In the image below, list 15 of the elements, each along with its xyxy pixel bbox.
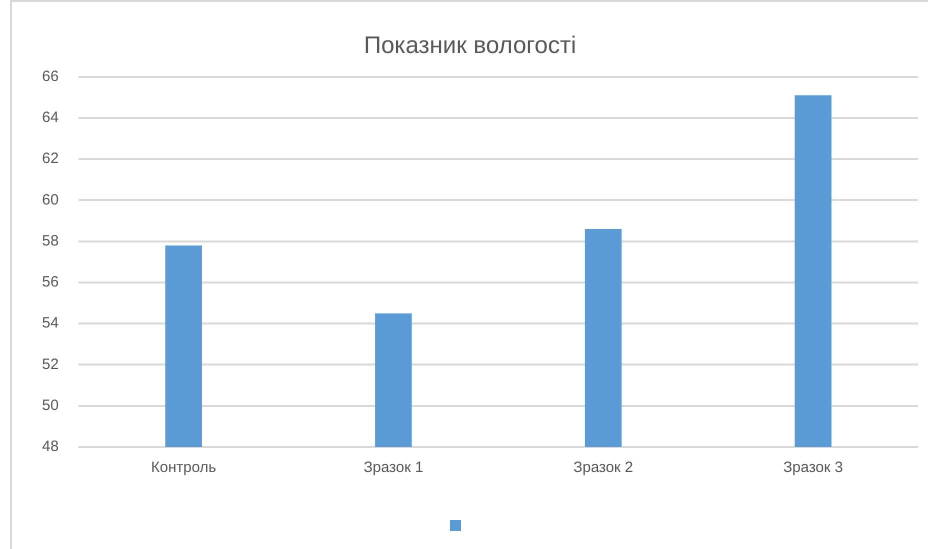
y-tick-label: 52	[42, 356, 59, 373]
x-tick-label: Зразок 1	[364, 459, 424, 476]
y-tick-label: 62	[42, 150, 59, 168]
y-tick-label: 66	[42, 68, 59, 85]
chart-title: Показник вологості	[364, 32, 576, 60]
x-tick-label: Зразок 3	[783, 459, 843, 476]
y-tick-label: 60	[42, 191, 59, 208]
y-tick-label: 48	[42, 438, 59, 456]
y-tick-label: 54	[42, 314, 59, 332]
y-tick-label: 50	[42, 397, 59, 414]
y-tick-label: 64	[42, 109, 59, 126]
x-tick-label: Контроль	[151, 459, 216, 476]
x-tick-label: Зразок 2	[573, 459, 634, 476]
y-tick-label: 58	[42, 232, 59, 250]
y-tick-label: 56	[42, 274, 59, 291]
